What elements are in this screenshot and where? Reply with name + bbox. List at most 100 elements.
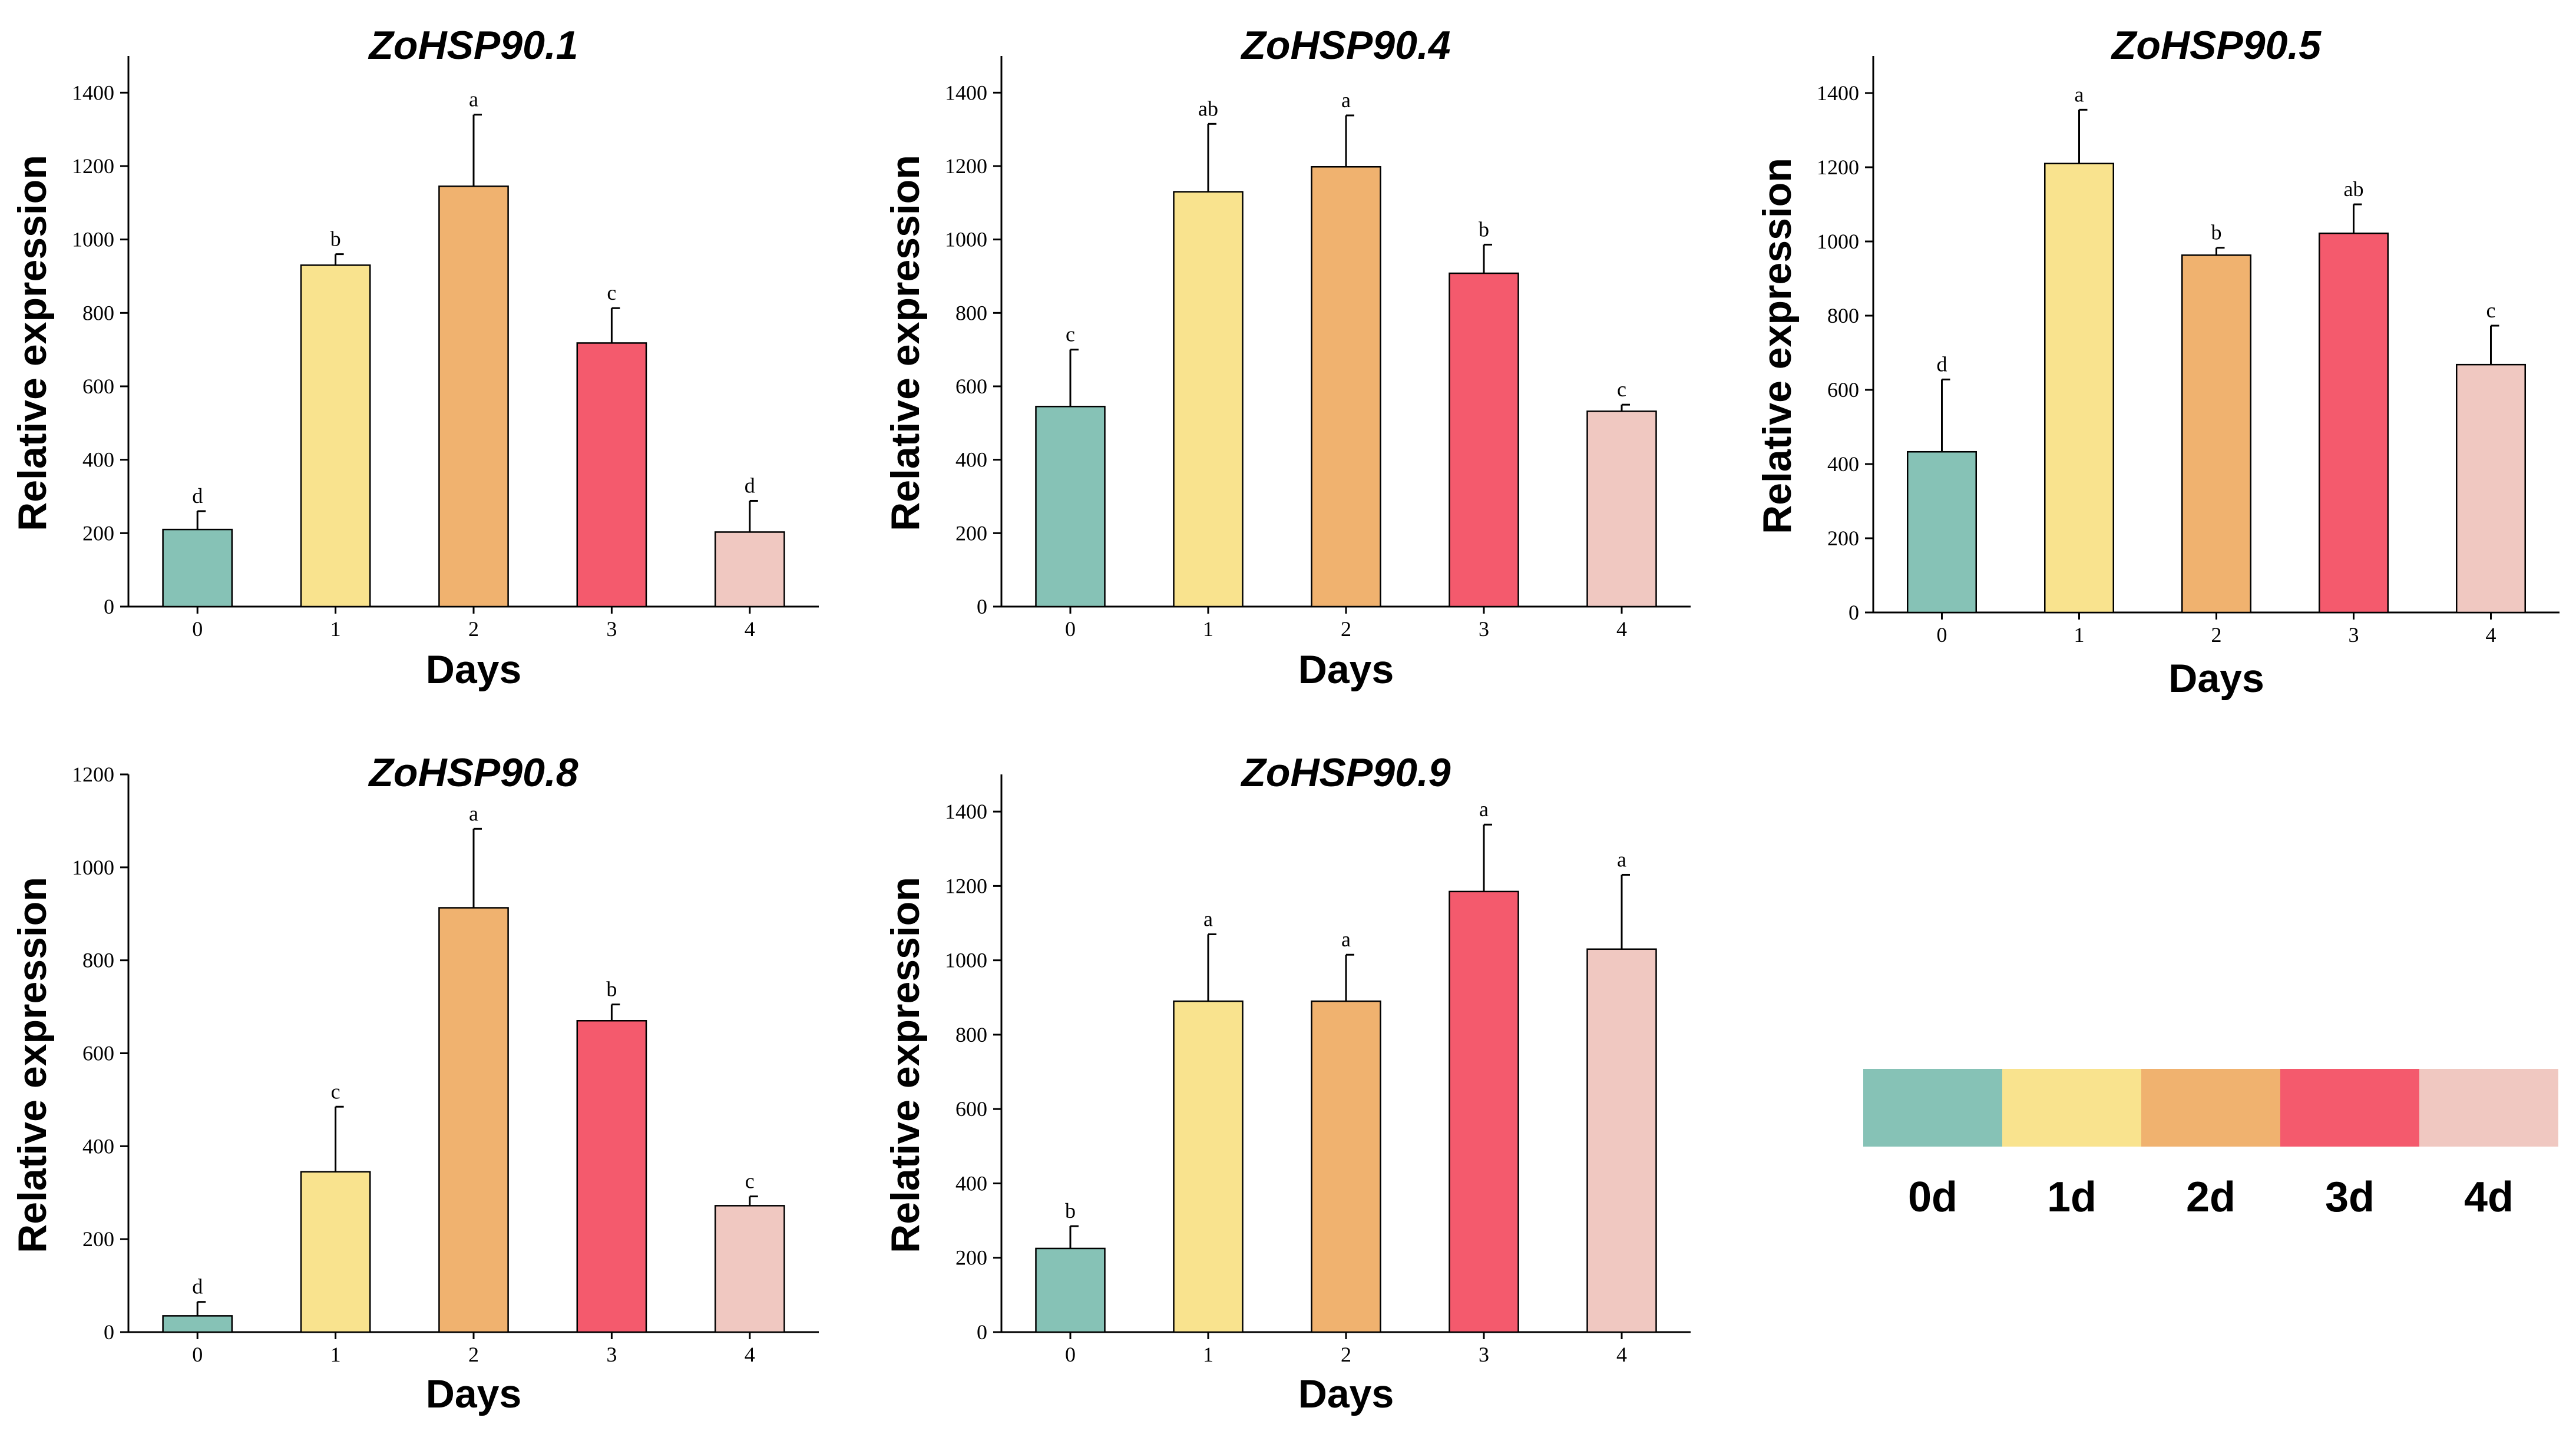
- x-tick-label: 3: [1479, 1343, 1489, 1366]
- significance-label: b: [1065, 1199, 1076, 1223]
- y-tick-label: 1200: [72, 154, 114, 178]
- bar: [1449, 272, 1519, 608]
- y-tick-label: 200: [955, 1246, 987, 1270]
- bar: [2044, 163, 2114, 614]
- x-tick-label: 4: [745, 617, 755, 641]
- y-tick-label: 600: [1827, 378, 1859, 402]
- y-tick-label: 1000: [72, 228, 114, 251]
- y-tick-label: 200: [82, 521, 114, 545]
- legend-swatch: [2141, 1069, 2280, 1147]
- chart-panel-2: ZoHSP90.5 0 200 400 600 800 1000 1200 1400 d 0 a 1 b 2…: [1755, 23, 2560, 701]
- y-tick-label: 400: [955, 448, 987, 472]
- legend-label: 3d: [2325, 1174, 2375, 1221]
- bar: [438, 907, 509, 1333]
- y-tick-label: 1200: [945, 154, 987, 178]
- y-tick-label: 1400: [945, 81, 987, 104]
- y-axis-label: Relative expression: [1755, 158, 1800, 534]
- legend-swatch: [2280, 1069, 2419, 1147]
- x-tick-label: 0: [192, 1343, 203, 1366]
- y-tick-label: 600: [955, 1097, 987, 1121]
- x-tick-label: 4: [1616, 1343, 1627, 1366]
- bar: [1907, 451, 1977, 614]
- bar: [162, 1315, 233, 1333]
- bar: [300, 264, 371, 608]
- significance-label: d: [745, 473, 755, 497]
- chart-panel-3: ZoHSP90.8 0 200 400 600 800 1000 1200 d 0 c 1 a 2 b 3 c 4…: [10, 750, 819, 1416]
- significance-label: a: [1341, 928, 1351, 951]
- y-tick-label: 1000: [945, 228, 987, 251]
- x-tick-label: 3: [2349, 623, 2359, 647]
- significance-label: a: [1479, 797, 1489, 821]
- y-tick-label: 1000: [1817, 230, 1859, 253]
- y-tick-label: 0: [1848, 601, 1859, 624]
- bar: [1311, 165, 1381, 608]
- significance-label: b: [330, 227, 341, 251]
- x-axis-label: Days: [1298, 1372, 1394, 1416]
- significance-label: c: [331, 1079, 340, 1103]
- x-axis-label: Days: [426, 647, 522, 692]
- legend-label: 0d: [1908, 1174, 1957, 1221]
- y-tick-label: 800: [82, 949, 114, 972]
- significance-label: ab: [2344, 177, 2364, 201]
- y-tick-label: 600: [82, 1042, 114, 1065]
- y-tick-label: 400: [955, 1171, 987, 1195]
- x-tick-label: 3: [606, 1343, 617, 1366]
- bar: [162, 528, 233, 608]
- x-tick-label: 1: [330, 617, 341, 641]
- y-tick-label: 800: [955, 1023, 987, 1046]
- significance-label: a: [469, 88, 478, 111]
- x-tick-label: 0: [1065, 1343, 1076, 1366]
- chart-title: ZoHSP90.5: [2111, 23, 2322, 68]
- x-tick-label: 0: [1937, 623, 1947, 647]
- chart-panel-1: ZoHSP90.40200400600800100012001400c0ab1a…: [883, 23, 1691, 692]
- legend-swatch: [2002, 1069, 2141, 1147]
- x-tick-label: 4: [2486, 623, 2496, 647]
- y-tick-label: 600: [82, 375, 114, 398]
- y-tick-label: 1200: [1817, 155, 1859, 179]
- chart-panel-0: ZoHSP90.1 0 200 400 600 800 1000 1200 1400 d 0 b 1 a 2…: [10, 23, 819, 692]
- legend-swatch: [2419, 1069, 2558, 1147]
- y-tick-label: 1000: [945, 949, 987, 972]
- x-tick-label: 0: [1065, 617, 1076, 641]
- x-tick-label: 3: [1479, 617, 1489, 641]
- bar: [2181, 254, 2251, 614]
- y-tick-label: 0: [977, 1320, 987, 1344]
- x-axis-label: Days: [2168, 656, 2264, 701]
- y-tick-label: 1000: [72, 856, 114, 879]
- y-axis-label: Relative expression: [10, 877, 55, 1253]
- x-tick-label: 3: [606, 617, 617, 641]
- significance-label: c: [745, 1170, 755, 1193]
- y-tick-label: 800: [82, 301, 114, 324]
- chart-title: ZoHSP90.4: [1240, 23, 1450, 68]
- bar: [2456, 363, 2526, 614]
- y-tick-label: 800: [955, 301, 987, 324]
- significance-label: d: [192, 1275, 203, 1299]
- x-tick-label: 2: [1341, 617, 1351, 641]
- significance-label: a: [1203, 907, 1213, 930]
- y-tick-label: 200: [955, 521, 987, 545]
- chart-title: ZoHSP90.8: [368, 750, 578, 795]
- significance-label: c: [1066, 323, 1075, 346]
- bar: [300, 1171, 371, 1333]
- y-tick-label: 600: [955, 375, 987, 398]
- bar: [1035, 406, 1106, 608]
- y-axis-label: Relative expression: [883, 155, 928, 531]
- legend-label: 4d: [2464, 1174, 2514, 1221]
- significance-label: a: [1341, 88, 1351, 112]
- bar: [1311, 1000, 1381, 1333]
- legend: 0d 1d 2d 3d 4d: [1863, 1069, 2558, 1221]
- bar: [2319, 232, 2389, 614]
- x-tick-label: 1: [330, 1343, 341, 1366]
- bar: [576, 342, 647, 608]
- bar: [1035, 1247, 1106, 1333]
- bar: [576, 1020, 647, 1333]
- chart-title: ZoHSP90.9: [1240, 750, 1450, 795]
- legend-label: 1d: [2047, 1174, 2096, 1221]
- y-axis-label: Relative expression: [10, 155, 55, 531]
- y-tick-label: 0: [977, 595, 987, 618]
- legend-label: 2d: [2186, 1174, 2236, 1221]
- significance-label: ab: [1198, 97, 1218, 120]
- legend-swatch: [1863, 1069, 2002, 1147]
